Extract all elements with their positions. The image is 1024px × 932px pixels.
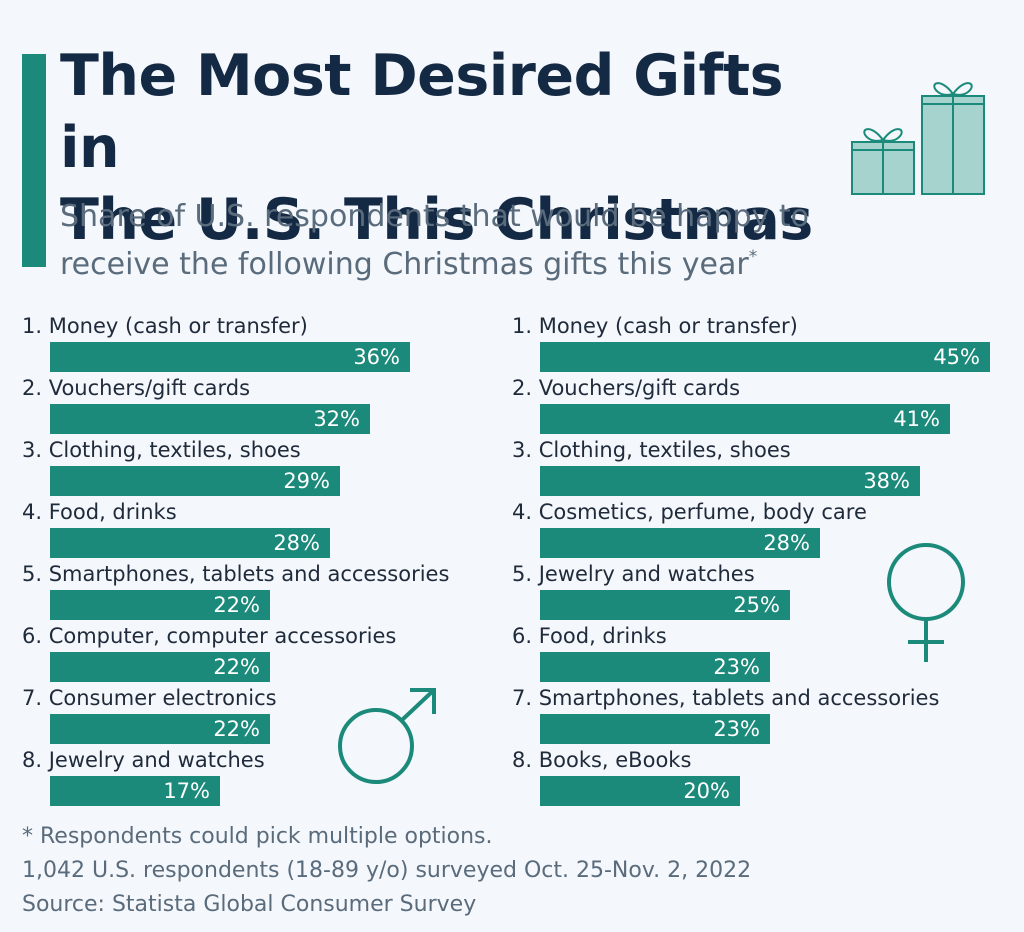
gift-share-bar: 28%	[540, 528, 820, 558]
female-gift-item: 6. Food, drinks 23%	[512, 618, 992, 682]
gift-share-bar: 23%	[540, 652, 770, 682]
gift-category-label: 2. Vouchers/gift cards	[22, 376, 251, 400]
gift-share-value: 29%	[283, 469, 330, 493]
footnote-source: Source: Statista Global Consumer Survey	[22, 892, 477, 917]
gift-share-bar: 20%	[540, 776, 740, 806]
gift-share-bar: 45%	[540, 342, 990, 372]
subtitle: Share of U.S. respondents that would be …	[60, 196, 840, 285]
page-title: The Most Desired Gifts in The U.S. This …	[60, 40, 850, 256]
gift-share-value: 20%	[683, 779, 730, 803]
gift-share-bar: 22%	[50, 590, 270, 620]
gift-share-value: 45%	[933, 345, 980, 369]
gift-share-value: 22%	[213, 655, 260, 679]
footnote-multiple-options: * Respondents could pick multiple option…	[22, 824, 493, 849]
title-line-1: The Most Desired Gifts in	[60, 43, 784, 181]
gift-share-value: 23%	[713, 717, 760, 741]
gift-category-label: 5. Smartphones, tablets and accessories	[22, 562, 450, 586]
gift-share-value: 22%	[213, 593, 260, 617]
gift-boxes-icon	[851, 82, 985, 195]
accent-bar	[22, 54, 46, 267]
gift-category-label: 7. Consumer electronics	[22, 686, 277, 710]
gift-share-value: 28%	[273, 531, 320, 555]
gift-share-bar: 32%	[50, 404, 370, 434]
female-gift-item: 4. Cosmetics, perfume, body care 28%	[512, 494, 992, 558]
male-gift-chart: 1. Money (cash or transfer) 36% 2. Voucher…	[22, 308, 502, 806]
female-gift-item: 8. Books, eBooks 20%	[512, 742, 992, 806]
gift-share-value: 22%	[213, 717, 260, 741]
gift-category-label: 3. Clothing, textiles, shoes	[512, 438, 791, 462]
footnote: * Respondents could pick multiple option…	[22, 820, 751, 922]
male-gift-item: 3. Clothing, textiles, shoes 29%	[22, 432, 502, 496]
footnote-survey-info: 1,042 U.S. respondents (18-89 y/o) surve…	[22, 858, 752, 883]
gift-category-label: 5. Jewelry and watches	[512, 562, 755, 586]
male-gift-item: 6. Computer, computer accessories 22%	[22, 618, 502, 682]
gift-share-bar: 36%	[50, 342, 410, 372]
subtitle-footnote-mark: *	[748, 247, 758, 267]
gift-category-label: 4. Cosmetics, perfume, body care	[512, 500, 867, 524]
gift-category-label: 1. Money (cash or transfer)	[22, 314, 308, 338]
gift-share-bar: 38%	[540, 466, 920, 496]
female-gift-item: 7. Smartphones, tablets and accessories 2…	[512, 680, 992, 744]
female-gift-item: 3. Clothing, textiles, shoes 38%	[512, 432, 992, 496]
gift-share-bar: 17%	[50, 776, 220, 806]
female-symbol-icon	[887, 543, 965, 662]
male-gift-item: 8. Jewelry and watches 17%	[22, 742, 502, 806]
gift-share-value: 41%	[893, 407, 940, 431]
gift-category-label: 6. Computer, computer accessories	[22, 624, 397, 648]
gift-category-label: 1. Money (cash or transfer)	[512, 314, 798, 338]
gift-share-bar: 28%	[50, 528, 330, 558]
female-gift-item: 1. Money (cash or transfer) 45%	[512, 308, 992, 372]
male-gift-item: 7. Consumer electronics 22%	[22, 680, 502, 744]
subtitle-text: Share of U.S. respondents that would be …	[60, 199, 809, 282]
gift-share-bar: 22%	[50, 652, 270, 682]
female-gift-item: 2. Vouchers/gift cards 41%	[512, 370, 992, 434]
gift-category-label: 8. Jewelry and watches	[22, 748, 265, 772]
male-gift-item: 1. Money (cash or transfer) 36%	[22, 308, 502, 372]
gift-category-label: 4. Food, drinks	[22, 500, 177, 524]
gift-category-label: 3. Clothing, textiles, shoes	[22, 438, 301, 462]
gift-share-value: 17%	[163, 779, 210, 803]
gift-share-value: 32%	[313, 407, 360, 431]
gift-share-bar: 25%	[540, 590, 790, 620]
gift-category-label: 6. Food, drinks	[512, 624, 667, 648]
gift-share-value: 38%	[863, 469, 910, 493]
gift-share-value: 23%	[713, 655, 760, 679]
gift-share-value: 25%	[733, 593, 780, 617]
title-line-2: The U.S. This Christmas	[60, 187, 813, 253]
gift-share-bar: 41%	[540, 404, 950, 434]
gift-share-value: 28%	[763, 531, 810, 555]
male-gift-item: 4. Food, drinks 28%	[22, 494, 502, 558]
gift-category-label: 2. Vouchers/gift cards	[512, 376, 741, 400]
gift-share-bar: 29%	[50, 466, 340, 496]
male-gift-item: 2. Vouchers/gift cards 32%	[22, 370, 502, 434]
gift-category-label: 8. Books, eBooks	[512, 748, 692, 772]
gift-category-label: 7. Smartphones, tablets and accessories	[512, 686, 940, 710]
female-gift-item: 5. Jewelry and watches 25%	[512, 556, 992, 620]
male-symbol-icon	[338, 688, 436, 784]
female-gift-chart: 1. Money (cash or transfer) 45% 2. Voucher…	[512, 308, 992, 806]
male-gift-item: 5. Smartphones, tablets and accessories 2…	[22, 556, 502, 620]
gift-share-value: 36%	[353, 345, 400, 369]
gift-share-bar: 23%	[540, 714, 770, 744]
gift-share-bar: 22%	[50, 714, 270, 744]
